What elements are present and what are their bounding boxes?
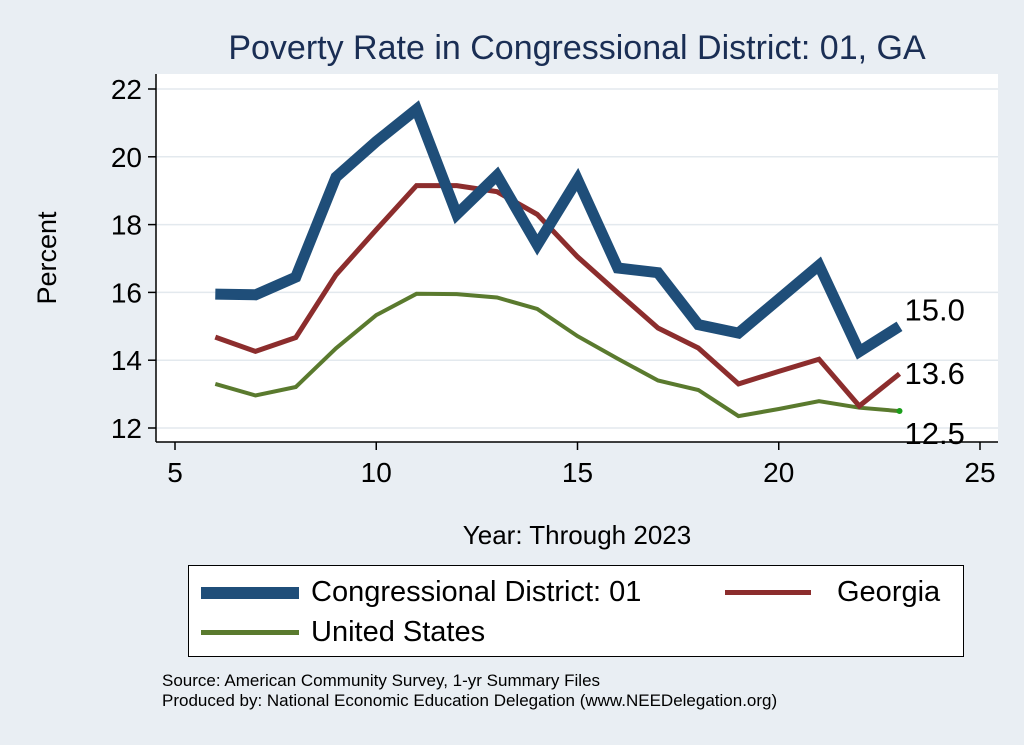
end-label-united-states: 12.5 — [905, 416, 965, 451]
y-tick-label: 14 — [111, 345, 142, 376]
chart-legend: Congressional District: 01 Georgia Unite… — [188, 565, 964, 657]
series-line-united-states — [214, 291, 900, 419]
series-line-district — [215, 100, 903, 360]
legend-swatch-district — [201, 586, 299, 599]
x-tick-label: 15 — [562, 457, 593, 488]
x-tick-label: 20 — [763, 457, 794, 488]
x-tick-label: 25 — [964, 457, 995, 488]
legend-item-district: Congressional District: 01 — [201, 576, 641, 609]
x-tick-label: 5 — [167, 457, 183, 488]
legend-label-united-states: United States — [311, 616, 486, 648]
chart-title: Poverty Rate in Congressional District: … — [228, 29, 926, 67]
x-tick-label: 10 — [361, 457, 392, 488]
y-tick-label: 22 — [111, 74, 142, 105]
legend-item-united-states: United States — [201, 616, 485, 649]
legend-swatch-united-states — [201, 630, 299, 635]
y-tick-label: 12 — [111, 413, 142, 444]
y-tick-label: 18 — [111, 210, 142, 241]
y-axis-label: Percent — [32, 211, 62, 305]
series-end-point-united-states — [896, 408, 903, 415]
y-tick-label: 16 — [111, 277, 142, 308]
end-label-district: 15.0 — [905, 292, 965, 327]
source-line: Source: American Community Survey, 1-yr … — [162, 671, 601, 690]
legend-label-district: Congressional District: 01 — [311, 576, 642, 608]
producer-line: Produced by: National Economic Education… — [162, 691, 778, 710]
y-tick-label: 20 — [111, 142, 142, 173]
end-label-georgia: 13.6 — [905, 356, 965, 391]
legend-label-georgia: Georgia — [837, 576, 941, 608]
x-axis-label: Year: Through 2023 — [463, 520, 691, 550]
series-line-georgia — [214, 183, 902, 410]
legend-swatch-georgia — [725, 590, 811, 595]
legend-item-georgia: Georgia — [725, 576, 940, 609]
source-note: Source: American Community Survey, 1-yr … — [162, 671, 777, 711]
